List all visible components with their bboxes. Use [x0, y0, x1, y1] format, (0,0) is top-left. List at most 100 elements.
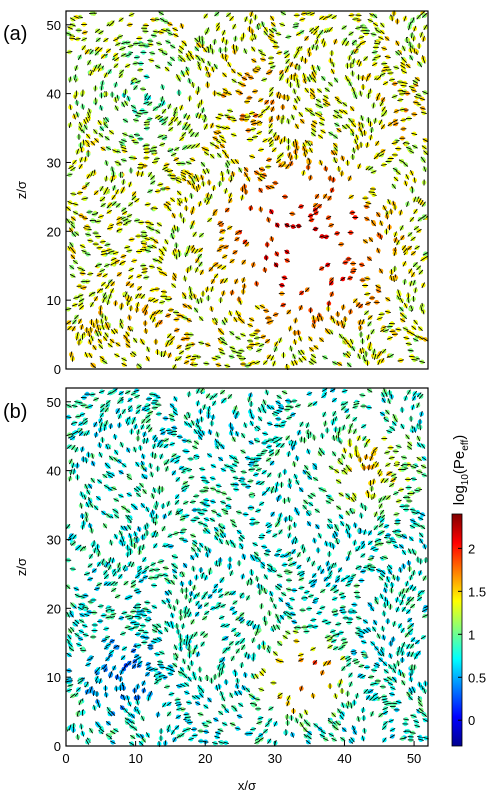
velocity-arrow — [316, 88, 323, 93]
velocity-arrow — [147, 39, 154, 42]
velocity-arrow — [269, 39, 276, 43]
velocity-arrow — [293, 359, 298, 366]
velocity-arrow — [397, 49, 403, 55]
velocity-arrow — [371, 51, 378, 54]
velocity-arrow — [145, 355, 150, 362]
velocity-arrow — [173, 318, 180, 321]
velocity-arrow — [149, 237, 155, 241]
velocity-arrow — [411, 113, 418, 116]
velocity-arrow — [263, 309, 270, 312]
velocity-arrow — [397, 98, 404, 102]
velocity-arrow — [142, 111, 149, 114]
velocity-arrow — [203, 116, 207, 122]
velocity-arrow — [179, 212, 182, 219]
velocity-arrow — [126, 295, 130, 302]
velocity-arrow — [308, 347, 314, 352]
velocity-arrow — [81, 103, 84, 110]
velocity-arrow — [405, 173, 410, 180]
velocity-arrow — [140, 88, 147, 90]
velocity-arrow — [359, 41, 366, 45]
velocity-arrow — [126, 214, 133, 218]
velocity-arrow — [397, 289, 401, 296]
velocity-arrow — [319, 29, 324, 36]
velocity-arrow — [363, 56, 369, 62]
velocity-arrow — [157, 30, 164, 34]
velocity-arrow — [123, 334, 128, 340]
velocity-arrow — [280, 73, 284, 79]
velocity-arrow — [143, 121, 150, 124]
velocity-arrow — [312, 207, 319, 212]
velocity-arrow — [244, 241, 250, 247]
velocity-arrow — [254, 360, 261, 365]
velocity-arrow — [376, 247, 380, 254]
velocity-arrow — [406, 201, 409, 208]
velocity-arrow — [81, 197, 88, 200]
velocity-arrow — [113, 53, 119, 58]
velocity-arrow — [316, 65, 321, 72]
velocity-arrow — [131, 351, 137, 356]
velocity-arrow — [286, 77, 289, 84]
velocity-arrow — [95, 220, 102, 223]
velocity-arrow — [168, 126, 174, 132]
velocity-arrow — [226, 168, 230, 175]
velocity-arrow — [325, 215, 332, 220]
velocity-arrow — [298, 335, 302, 342]
velocity-arrow — [247, 76, 254, 79]
velocity-arrow — [261, 78, 268, 82]
velocity-arrow — [311, 120, 318, 125]
velocity-arrow — [222, 72, 227, 78]
velocity-arrow — [118, 73, 124, 79]
velocity-arrow — [186, 318, 192, 322]
velocity-arrow — [387, 72, 394, 74]
velocity-arrow — [289, 325, 292, 332]
velocity-arrow — [87, 239, 94, 242]
velocity-arrow — [401, 58, 407, 64]
velocity-arrow — [304, 287, 310, 293]
velocity-arrow — [210, 278, 215, 285]
velocity-arrow — [90, 335, 94, 342]
velocity-arrow — [368, 191, 375, 193]
velocity-arrow — [121, 41, 127, 45]
velocity-arrow — [342, 261, 349, 264]
velocity-arrow — [280, 303, 287, 307]
velocity-arrow — [196, 186, 198, 193]
velocity-arrow — [173, 157, 180, 162]
velocity-arrow — [249, 334, 256, 337]
velocity-arrow — [386, 336, 393, 340]
velocity-arrow — [107, 343, 113, 348]
y-tick-label: 20 — [47, 224, 61, 239]
velocity-arrow — [259, 175, 266, 179]
velocity-arrow — [315, 103, 321, 108]
velocity-arrow — [224, 187, 228, 194]
velocity-arrow — [111, 329, 116, 335]
velocity-arrow — [187, 179, 192, 186]
velocity-arrow — [380, 22, 385, 28]
velocity-arrow — [388, 353, 394, 358]
velocity-arrow — [224, 55, 228, 62]
velocity-arrow — [341, 25, 347, 30]
velocity-arrow — [104, 136, 110, 141]
velocity-arrow — [201, 57, 205, 64]
velocity-arrow — [167, 309, 174, 311]
velocity-arrow — [380, 124, 386, 130]
velocity-arrow — [173, 106, 178, 113]
velocity-arrow — [186, 343, 194, 346]
velocity-arrow — [179, 136, 185, 142]
velocity-arrow — [371, 221, 377, 227]
velocity-arrow — [417, 326, 423, 332]
velocity-arrow — [358, 35, 365, 39]
velocity-arrow — [203, 151, 210, 156]
velocity-arrow — [271, 147, 277, 153]
velocity-arrow — [77, 294, 84, 298]
velocity-arrow — [279, 23, 286, 27]
velocity-arrow — [313, 211, 319, 215]
velocity-arrow — [391, 94, 398, 99]
velocity-arrow — [268, 28, 274, 34]
velocity-arrow — [140, 235, 147, 238]
velocity-arrow — [250, 128, 257, 131]
velocity-arrow — [181, 131, 187, 137]
velocity-arrow — [124, 64, 131, 68]
velocity-arrow — [226, 91, 232, 96]
velocity-arrow — [238, 358, 245, 360]
velocity-arrow — [260, 52, 267, 57]
